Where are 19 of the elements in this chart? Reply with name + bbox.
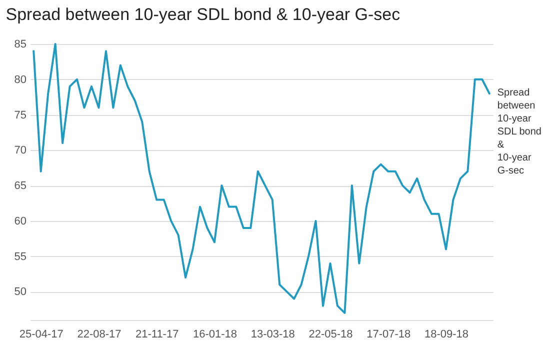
line-series bbox=[32, 43, 490, 314]
y-tick-label: 80 bbox=[14, 74, 26, 86]
chart-title: Spread between 10-year SDL bond & 10-year G-sec bbox=[6, 5, 401, 24]
y-tick-label: 65 bbox=[14, 180, 26, 192]
y-tick-label: 75 bbox=[14, 109, 26, 122]
x-tick-label: 17-07-18 bbox=[366, 328, 411, 340]
y-tick-label: 70 bbox=[14, 144, 26, 157]
y-tick-label: 85 bbox=[14, 38, 26, 50]
x-tick-label: 22-08-17 bbox=[77, 328, 122, 340]
y-tick-label: 60 bbox=[14, 215, 26, 228]
y-tick-label: 50 bbox=[14, 286, 26, 298]
x-tick-label: 21-11-17 bbox=[135, 328, 179, 340]
y-tick-label: 55 bbox=[14, 250, 26, 263]
x-tick-label: 13-03-18 bbox=[250, 328, 295, 340]
x-tick-label: 16-01-18 bbox=[192, 328, 237, 340]
x-tick-label: 22-05-18 bbox=[308, 328, 353, 340]
x-tick-label: 25-04-17 bbox=[19, 328, 64, 340]
series-label: Spread between 10-year SDL bond & 10-year G-sec bbox=[497, 88, 542, 177]
x-tick-label: 18-09-18 bbox=[424, 328, 468, 340]
